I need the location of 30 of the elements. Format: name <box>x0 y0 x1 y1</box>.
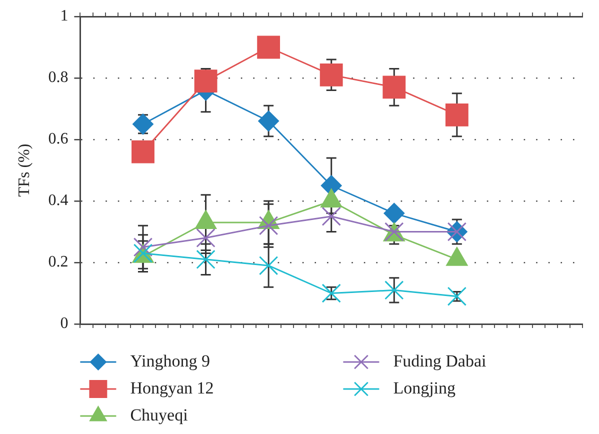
legend-label: Hongyan 12 <box>130 378 214 398</box>
point <box>447 286 467 306</box>
point <box>196 250 216 270</box>
legend-label: Longjing <box>393 378 456 398</box>
y-axis-title: TFs (%) <box>16 144 33 197</box>
legend-label: Yinghong 9 <box>130 351 210 370</box>
y-tick-label: 0.6 <box>48 130 68 148</box>
point <box>132 114 154 135</box>
y-tick-label: 0.4 <box>48 192 68 210</box>
point <box>445 103 468 126</box>
y-tick-label: 0.2 <box>48 254 68 271</box>
point <box>258 216 278 236</box>
point <box>384 202 405 224</box>
point <box>196 228 216 248</box>
point <box>322 206 341 226</box>
point <box>384 280 404 300</box>
y-tick-label: 0.8 <box>48 69 68 86</box>
y-tick-label: 0 <box>60 315 68 332</box>
point <box>257 36 280 59</box>
point <box>320 63 343 86</box>
point <box>322 284 341 303</box>
legend-label: Fuding Dabai <box>393 351 486 370</box>
point <box>258 256 278 276</box>
point <box>133 238 153 257</box>
point <box>132 140 154 164</box>
legend-label: Chuyeqi <box>130 405 188 424</box>
y-tick-label: 1 <box>60 8 68 25</box>
point <box>194 70 218 93</box>
point <box>382 76 406 99</box>
point <box>258 110 280 132</box>
